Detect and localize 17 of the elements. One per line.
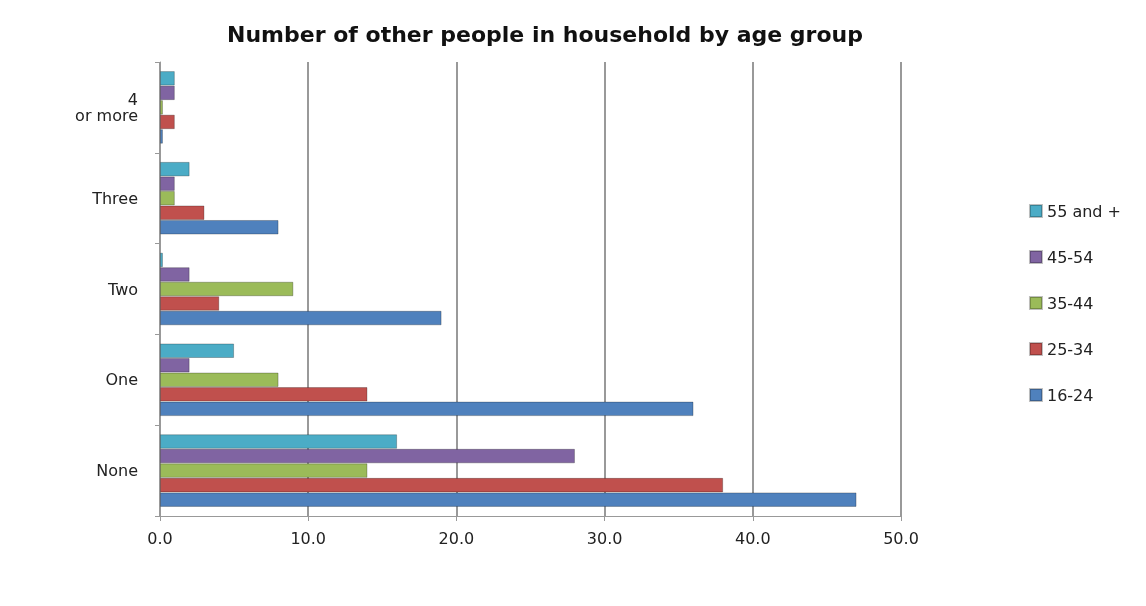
legend-label: 16-24 <box>1046 385 1094 405</box>
legend-label: 55 and + <box>1046 201 1122 221</box>
legend-label: 25-34 <box>1046 339 1094 359</box>
x-tick-label: 40.0 <box>734 528 771 548</box>
x-tick-label: 20.0 <box>438 528 475 548</box>
legend-label: 45-54 <box>1046 247 1094 267</box>
x-tick-label: 50.0 <box>883 528 919 548</box>
x-tick-label: 30.0 <box>586 528 623 548</box>
chart-title: Number of other people in household by age group <box>227 21 863 47</box>
x-tick-label: 10.0 <box>290 528 327 548</box>
legend-label: 35-44 <box>1046 293 1094 313</box>
y-tick-label: Two <box>107 279 138 299</box>
y-tick-label: One <box>105 370 138 390</box>
y-tick-label: None <box>96 461 138 481</box>
y-tick-label: Three <box>91 188 138 208</box>
y-tick-label: 4 or more <box>75 89 138 125</box>
x-tick-label: 0.0 <box>147 528 173 548</box>
